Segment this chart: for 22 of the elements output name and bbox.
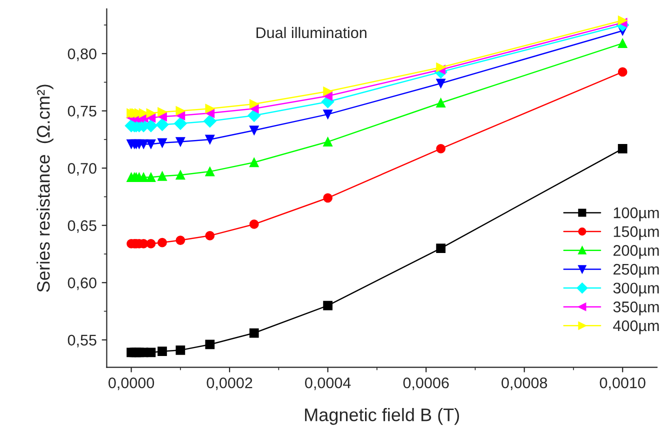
x-tick-label: 0,0008: [502, 377, 548, 390]
text: Dual illumination: [256, 26, 366, 38]
x-tick-label: 0,0002: [206, 377, 252, 390]
y-tick-label: 0,75: [68, 106, 96, 118]
y-tick-label: 0,55: [68, 334, 96, 348]
y-tick-label: 0,70: [68, 162, 96, 176]
x-tick-label: 0,0010: [600, 377, 646, 390]
legend-label: 200µm: [614, 245, 659, 259]
legend-label: 350µm: [613, 302, 659, 316]
y-tick-label: 0,65: [68, 220, 96, 233]
x-tick-label: 0,0006: [403, 377, 449, 390]
x-tick-label: 0,0004: [305, 377, 351, 390]
legend-label: 250µm: [614, 264, 659, 278]
legend-label: 400µm: [613, 320, 659, 334]
y-tick-label: 0,60: [68, 277, 96, 290]
legend-label: 300µm: [613, 282, 659, 297]
x-axis-title: Magnetic field B (T): [305, 408, 460, 425]
legend-label: 150µm: [614, 226, 659, 240]
x-tick-label: 0,0000: [108, 377, 154, 390]
y-axis-title: Series resistance (Ω.cm²): [36, 84, 54, 292]
legend-label: 100µm: [614, 207, 659, 222]
y-tick-label: 0,80: [68, 48, 96, 62]
